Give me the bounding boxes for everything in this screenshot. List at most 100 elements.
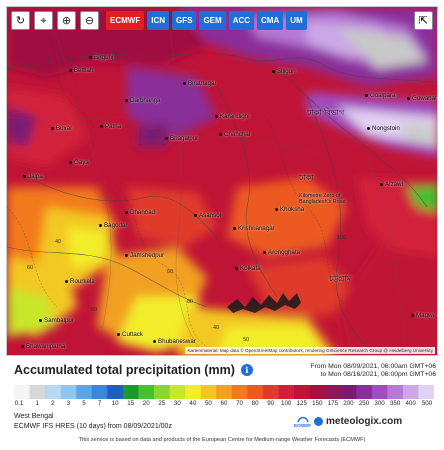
scale-segment — [325, 385, 342, 399]
place-label: Sambalpur — [39, 317, 74, 324]
scale-tick-label: 30 — [173, 400, 181, 407]
scale-tick-label: 7 — [97, 400, 102, 407]
period-from: From Mon 08/09/2021, 06:00am GMT+06 — [310, 363, 436, 370]
scale-segment — [154, 385, 171, 399]
scale-tick-label: 50 — [204, 400, 212, 407]
scale-tick-label: 1 — [35, 400, 40, 407]
contour-label: 40 — [213, 325, 220, 331]
place-label: Siliguri — [272, 68, 296, 75]
contour-label: 60 — [27, 265, 34, 271]
precipitation-map[interactable]: ↻ ⌖ ⊕ ⊖ ECMWF ICN GFS GEM ACC CMA UM ⇱ B… — [6, 6, 438, 356]
footer-note: This service is based on data and produc… — [78, 437, 366, 443]
scale-tick-label: 100 — [281, 400, 292, 407]
place-label: Biratnagar — [183, 80, 217, 87]
place-label: Rourkela — [65, 278, 95, 285]
place-label: Kolkata — [235, 265, 261, 272]
place-label: Magwe — [411, 312, 436, 319]
scale-segment — [387, 385, 404, 399]
location-pin-icon[interactable]: ⌖ — [34, 11, 53, 30]
scale-tick-label: 20 — [142, 400, 150, 407]
scale-tick-label: 150 — [312, 400, 323, 407]
place-label: Buxar — [51, 125, 72, 132]
brand[interactable]: ECMWF meteologix.com — [294, 415, 402, 428]
tab-um[interactable]: UM — [286, 11, 307, 30]
scale-tick-label: 60 — [220, 400, 228, 407]
region-label: ঢাকা বিভাগ — [307, 108, 345, 117]
region-label: চট্টগ্রাম — [329, 274, 352, 283]
scale-tick-label: 40 — [189, 400, 197, 407]
zoom-out-icon[interactable]: ⊖ — [80, 11, 99, 30]
scale-segment — [60, 385, 77, 399]
scale-segment — [14, 385, 31, 399]
map-toolbar: ↻ ⌖ ⊕ ⊖ ECMWF ICN GFS GEM ACC CMA UM — [11, 11, 307, 30]
place-label: Cuttack — [117, 331, 143, 338]
ecmwf-logo-text: ECMWF — [294, 423, 311, 428]
place-label: Arongghata — [263, 249, 300, 256]
zoom-in-icon[interactable]: ⊕ — [57, 11, 76, 30]
scale-tick-label: 350 — [389, 400, 401, 407]
scale-tick-label: 200 — [343, 400, 354, 407]
legend-title: Accumulated total precipitation (mm) — [14, 363, 235, 377]
scale-tick-label: 70 — [236, 400, 243, 407]
period-to: to Mon 08/16/2021, 06:00pm GMT+06 — [320, 371, 436, 378]
map-attribution: Kartenmaterial: Map data © OpenStreetMap… — [185, 347, 435, 354]
scale-tick-label: 10 — [111, 400, 119, 407]
place-label: Bhawanipatna — [21, 343, 65, 350]
scale-tick-label: 15 — [127, 400, 135, 407]
scale-segment — [45, 385, 62, 399]
scale-segment — [138, 385, 155, 399]
scale-segment — [247, 385, 264, 399]
model-tabs: ECMWF ICN GFS GEM ACC CMA UM — [106, 11, 307, 30]
place-label: Aizawl — [380, 181, 403, 188]
scale-segment — [169, 385, 186, 399]
tab-gfs[interactable]: GFS — [172, 11, 197, 30]
contour-label: 40 — [55, 239, 62, 245]
place-label: Guwahati — [407, 95, 437, 102]
scale-tick-label: 250 — [358, 400, 370, 407]
place-label: Goalpara — [365, 92, 395, 99]
place-label: Chanchal — [219, 131, 250, 138]
meteologix-logo-icon — [314, 417, 323, 426]
place-label: Krishnanagar — [233, 225, 275, 232]
contour-label: 60 — [167, 269, 174, 275]
refresh-icon[interactable]: ↻ — [11, 11, 30, 30]
place-label: Bagodar — [99, 222, 127, 229]
share-icon[interactable]: ⇱ — [414, 11, 433, 30]
tab-acc[interactable]: ACC — [228, 11, 255, 30]
scale-tick-label: 0.1 — [14, 400, 24, 407]
brand-name: meteologix.com — [326, 416, 403, 427]
tab-icn[interactable]: ICN — [147, 11, 169, 30]
ecmwf-logo: ECMWF — [294, 415, 311, 428]
place-label: Dhanbad — [125, 209, 155, 216]
map-canvas — [7, 7, 437, 355]
scale-tick-label: 25 — [158, 400, 166, 407]
color-scale — [14, 385, 434, 399]
place-label: Bettiah — [69, 67, 93, 74]
color-scale-ticks: 0.1 1 2 3 5 7 10 15 20 25 30 40 50 60 70 80 90 100 125 150 1… — [14, 400, 434, 410]
tab-cma[interactable]: CMA — [257, 11, 284, 30]
scale-segment — [262, 385, 279, 399]
scale-segment — [231, 385, 248, 399]
info-icon[interactable]: i — [240, 364, 253, 376]
contour-label: 100 — [337, 235, 347, 241]
scale-segment — [29, 385, 46, 399]
scale-tick-label: 125 — [296, 400, 307, 407]
scale-segment — [294, 385, 311, 399]
tab-ecmwf[interactable]: ECMWF — [106, 11, 145, 30]
legend-title-row: Accumulated total precipitation (mm) i — [14, 363, 253, 377]
scale-segment — [91, 385, 108, 399]
place-label: Bhubaneswar — [153, 338, 196, 345]
place-label: Bhagalpur — [165, 135, 198, 142]
place-label: Jalpa — [23, 173, 43, 180]
scale-segment — [418, 385, 434, 399]
ecmwf-logo-icon — [296, 416, 309, 423]
place-label: Jamshedpur — [125, 252, 164, 259]
scale-segment — [216, 385, 233, 399]
scale-tick-label: 300 — [374, 400, 385, 407]
contour-label: 50 — [243, 337, 250, 343]
place-label: Karandighi — [215, 113, 250, 120]
scale-segment — [278, 385, 295, 399]
scale-segment — [340, 385, 357, 399]
contour-label: 60 — [91, 307, 98, 313]
tab-gem[interactable]: GEM — [199, 11, 226, 30]
